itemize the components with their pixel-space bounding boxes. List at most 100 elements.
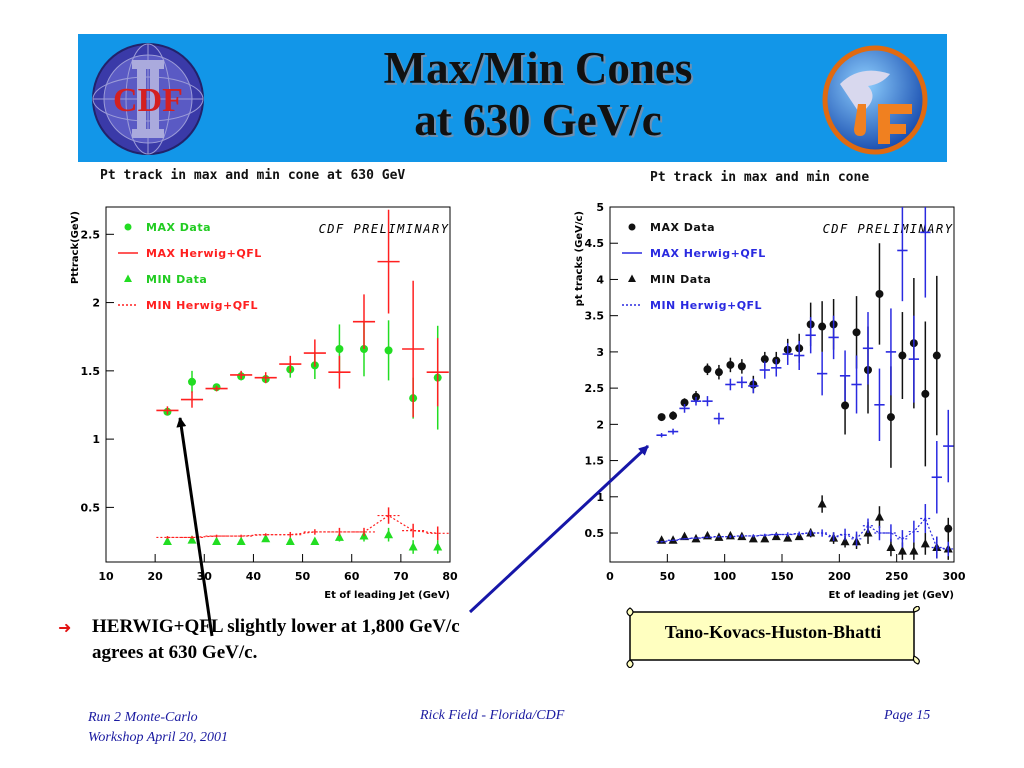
chart1-xtick-label: 200	[828, 570, 851, 583]
chart0-legend-label: MIN Herwig+QFL	[146, 299, 258, 312]
chart1-legend-label: MIN Data	[650, 273, 711, 286]
chart0-series-3	[156, 507, 449, 541]
chart1-legend-label: MIN Herwig+QFL	[650, 299, 762, 312]
chart1-legend-label: MAX Data	[650, 221, 715, 234]
chart1-legend-marker	[628, 274, 636, 282]
chart1-xtick-label: 300	[943, 570, 966, 583]
chart1-ytick-label: 5	[596, 201, 604, 214]
right-arrow	[468, 444, 650, 614]
chart1-series-2-point	[874, 512, 884, 521]
chart0-series-3-line	[167, 514, 438, 539]
chart1-series-0-point	[669, 411, 678, 420]
chart0-xtick-label: 50	[295, 570, 311, 583]
scroll-label: Tano-Kovacs-Huston-Bhatti	[664, 622, 882, 642]
cdf-logo-text: CDF	[113, 82, 183, 119]
bullet-line-1: HERWIG+QFL slightly lower at 1,800 GeV/c	[92, 616, 460, 637]
chart1-series-0-point	[886, 413, 895, 422]
chart0-ytick-label: 2	[92, 297, 100, 310]
chart1-ytick-label: 4.5	[585, 237, 605, 250]
footer-right: Page 15	[884, 708, 931, 723]
chart1-xtick-label: 250	[885, 570, 908, 583]
chart0-xtick-label: 20	[147, 570, 163, 583]
chart1-ytick-label: 0.5	[585, 527, 605, 540]
chart1-legend-label: MAX Herwig+QFL	[650, 247, 766, 260]
chart0-series-2-point	[236, 536, 246, 546]
chart1-series-2-point	[886, 542, 896, 552]
chart0-annotation: CDF PRELIMINARY	[319, 222, 450, 236]
chart0-series-2-point	[212, 536, 222, 546]
chart0-series-0-point	[335, 345, 344, 353]
chart0-series-2-point	[310, 536, 320, 546]
footer-left-line-1: Run 2 Monte-Carlo	[88, 710, 198, 725]
chart1-series-2-point	[680, 531, 690, 541]
chart1-series-2-point	[920, 538, 930, 548]
left-chart-title: Pt track in max and min cone at 630 GeV	[100, 168, 406, 183]
chart1-xlabel: Et of leading jet (GeV)	[829, 590, 954, 601]
chart0-xtick-label: 60	[344, 570, 360, 583]
chart0-series-2-point	[285, 536, 295, 546]
chart0-xtick-label: 80	[442, 570, 458, 583]
chart1-annotation: CDF PRELIMINARY	[823, 222, 954, 236]
chart1-series-0-point	[875, 289, 884, 298]
chart0-series-0-point	[384, 346, 393, 355]
bullet-arrow-icon: ➜	[58, 620, 72, 637]
chart1-series-2-point	[657, 535, 667, 544]
scroll-banner	[626, 606, 920, 668]
chart1-ytick-label: 4	[596, 273, 604, 286]
footer-center: Rick Field - Florida/CDF	[420, 708, 565, 723]
title-line-2: at 630 GeV/c	[414, 95, 662, 145]
chart0-ytick-label: 2.5	[81, 228, 101, 241]
chart0-series-2-point	[334, 532, 344, 541]
chart0-series-2-point	[162, 536, 172, 546]
left-arrow	[176, 417, 214, 637]
chart0-xtick-label: 40	[246, 570, 262, 583]
chart0-series-2-point	[261, 533, 271, 543]
chart0-frame	[105, 206, 451, 563]
cdf-logo: CDF	[92, 43, 204, 155]
chart1-series-2-point	[668, 535, 678, 544]
title-banner: CDF Max/Min Cones at 630 GeV/c	[78, 34, 947, 162]
chart1-series-0-point	[818, 322, 827, 331]
chart0-ytick-label: 1.5	[81, 365, 101, 378]
chart0-series-0-point	[188, 377, 196, 386]
chart1-series-0-point	[852, 328, 861, 337]
bullet-line-2: agrees at 630 GeV/c.	[92, 642, 258, 663]
chart1-series-2-point	[783, 533, 793, 542]
right-chart-title: Pt track in max and min cone	[650, 170, 870, 185]
chart0-legend-label: MIN Data	[146, 273, 207, 286]
chart0-xlabel: Et of leading Jet (GeV)	[324, 590, 450, 601]
chart1-ytick-label: 1.5	[585, 455, 605, 468]
bullet-text: HERWIG+QFL slightly lower at 1,800 GeV/c…	[92, 614, 562, 666]
chart1-xtick-label: 150	[771, 570, 794, 583]
chart0-ylabel: Pttrack(GeV)	[70, 211, 81, 284]
chart0-series-2-point	[187, 535, 197, 544]
chart1-frame	[609, 206, 955, 563]
chart1-series-2-point	[840, 536, 850, 546]
chart1-series-0-point	[932, 351, 941, 360]
chart0-series-1	[156, 209, 449, 418]
chart1-series-1	[656, 207, 954, 514]
chart1-ytick-label: 3.5	[585, 310, 605, 323]
chart1-series-0-point	[714, 368, 723, 377]
chart1-ytick-label: 3	[596, 346, 604, 359]
chart1-series-0-point	[760, 355, 769, 364]
chart0-series-2-point	[433, 541, 443, 551]
left-chart: 10203040506070800.511.522.5Et of leading…	[70, 206, 458, 601]
chart1-series-0-point	[737, 362, 746, 371]
chart1-series-3	[656, 504, 954, 559]
chart1-ylabel: pt tracks (GeV/c)	[574, 211, 585, 306]
chart1-series-2-point	[748, 533, 758, 543]
chart1-series-0-point	[726, 360, 735, 369]
footer-left-line-2: Workshop April 20, 2001	[88, 730, 229, 745]
chart0-series-2-point	[384, 529, 394, 539]
chart1-xtick-label: 50	[660, 570, 676, 583]
chart1-series-2-point	[760, 533, 770, 543]
chart1-series-3-line	[661, 517, 949, 550]
chart0-legend-marker	[124, 223, 132, 231]
chart1-series-0-point	[921, 389, 930, 398]
chart0-ytick-label: 1	[92, 433, 100, 446]
chart1-ytick-label: 2.5	[585, 382, 605, 395]
chart0-series-2-point	[408, 541, 418, 551]
chart0-legend-label: MAX Data	[146, 221, 211, 234]
